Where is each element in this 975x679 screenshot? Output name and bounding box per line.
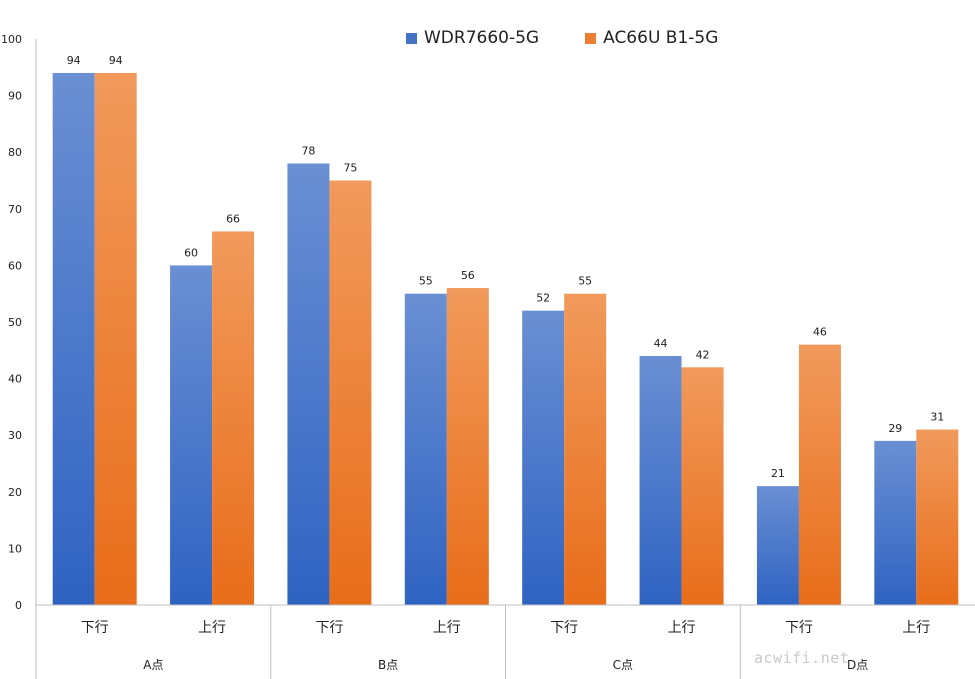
- group-label: A点: [143, 658, 163, 672]
- y-tick-label: 10: [8, 542, 22, 555]
- bar-series-2-6: [681, 367, 724, 605]
- bar-series-1-4: [404, 293, 447, 605]
- y-tick-label: 100: [1, 33, 22, 46]
- legend-label-series-1: WDR7660-5G: [424, 28, 540, 48]
- group-label: C点: [613, 658, 633, 672]
- data-label-series-1-4: 55: [419, 275, 433, 288]
- legend-swatch-series-1: [406, 32, 417, 44]
- data-label-series-2-5: 55: [578, 275, 592, 288]
- data-label-series-2-4: 56: [461, 269, 475, 282]
- bar-series-2-4: [446, 288, 489, 605]
- data-label-series-1-1: 94: [67, 54, 81, 67]
- bar-series-1-8: [874, 440, 917, 605]
- group-label: D点: [847, 658, 868, 672]
- y-axis: 0 10 20 30 40 50 60 70 80 90 100: [1, 33, 37, 612]
- x-tick-label: 下行: [550, 620, 578, 636]
- data-label-series-2-1: 94: [109, 54, 123, 67]
- data-label-series-1-8: 29: [888, 422, 902, 435]
- bars: 94 94 60 66 78 75 55 56 52 55 44 42 21 46 29 31: [52, 54, 959, 605]
- bar-series-2-7: [798, 344, 841, 605]
- bar-series-2-1: [94, 72, 137, 605]
- y-tick-label: 20: [8, 486, 22, 499]
- y-tick-label: 70: [8, 203, 22, 216]
- x-tick-label: 下行: [785, 620, 813, 636]
- bar-series-1-7: [756, 486, 799, 605]
- x-axis: 下行 上行 下行 上行 下行 上行 下行 上行 A点 B点 C点 D点: [35, 604, 975, 679]
- legend-swatch-series-2: [585, 32, 597, 44]
- y-tick-label: 60: [8, 259, 22, 272]
- watermark: acwifi.net: [754, 649, 850, 667]
- bar-series-2-5: [564, 293, 607, 605]
- bar-series-1-2: [170, 265, 213, 605]
- y-tick-label: 40: [8, 373, 22, 386]
- x-tick-label: 上行: [198, 620, 226, 636]
- data-label-series-1-3: 78: [301, 145, 315, 158]
- x-tick-label: 下行: [81, 620, 109, 636]
- legend-label-series-2: AC66U B1-5G: [603, 28, 719, 48]
- group-label: B点: [378, 658, 398, 672]
- bar-series-1-1: [52, 72, 95, 605]
- y-tick-label: 90: [8, 90, 22, 103]
- data-label-series-2-3: 75: [343, 162, 357, 175]
- data-label-series-2-8: 31: [930, 411, 944, 424]
- data-label-series-1-7: 21: [771, 467, 785, 480]
- bar-series-1-6: [639, 355, 682, 605]
- data-label-series-1-6: 44: [654, 337, 668, 350]
- bar-series-2-8: [916, 429, 959, 605]
- legend-item-series-2: AC66U B1-5G: [585, 28, 718, 48]
- data-label-series-2-7: 46: [813, 326, 827, 339]
- y-tick-label: 50: [8, 316, 22, 329]
- legend: WDR7660-5G AC66U B1-5G: [406, 28, 764, 48]
- x-tick-label: 上行: [433, 620, 461, 636]
- y-tick-label: 0: [15, 599, 22, 612]
- y-tick-label: 30: [8, 429, 22, 442]
- x-tick-label: 上行: [668, 620, 696, 636]
- bar-series-2-2: [212, 231, 255, 605]
- bar-series-2-3: [329, 180, 372, 605]
- legend-item-series-1: WDR7660-5G: [406, 28, 539, 48]
- data-label-series-1-5: 52: [536, 292, 550, 305]
- y-tick-label: 80: [8, 146, 22, 159]
- x-tick-label: 下行: [315, 620, 343, 636]
- data-label-series-2-6: 42: [696, 348, 710, 361]
- bar-series-1-5: [522, 310, 565, 605]
- bar-series-1-3: [287, 163, 330, 605]
- data-label-series-2-2: 66: [226, 212, 240, 225]
- data-label-series-1-2: 60: [184, 246, 198, 259]
- x-tick-label: 上行: [902, 620, 930, 636]
